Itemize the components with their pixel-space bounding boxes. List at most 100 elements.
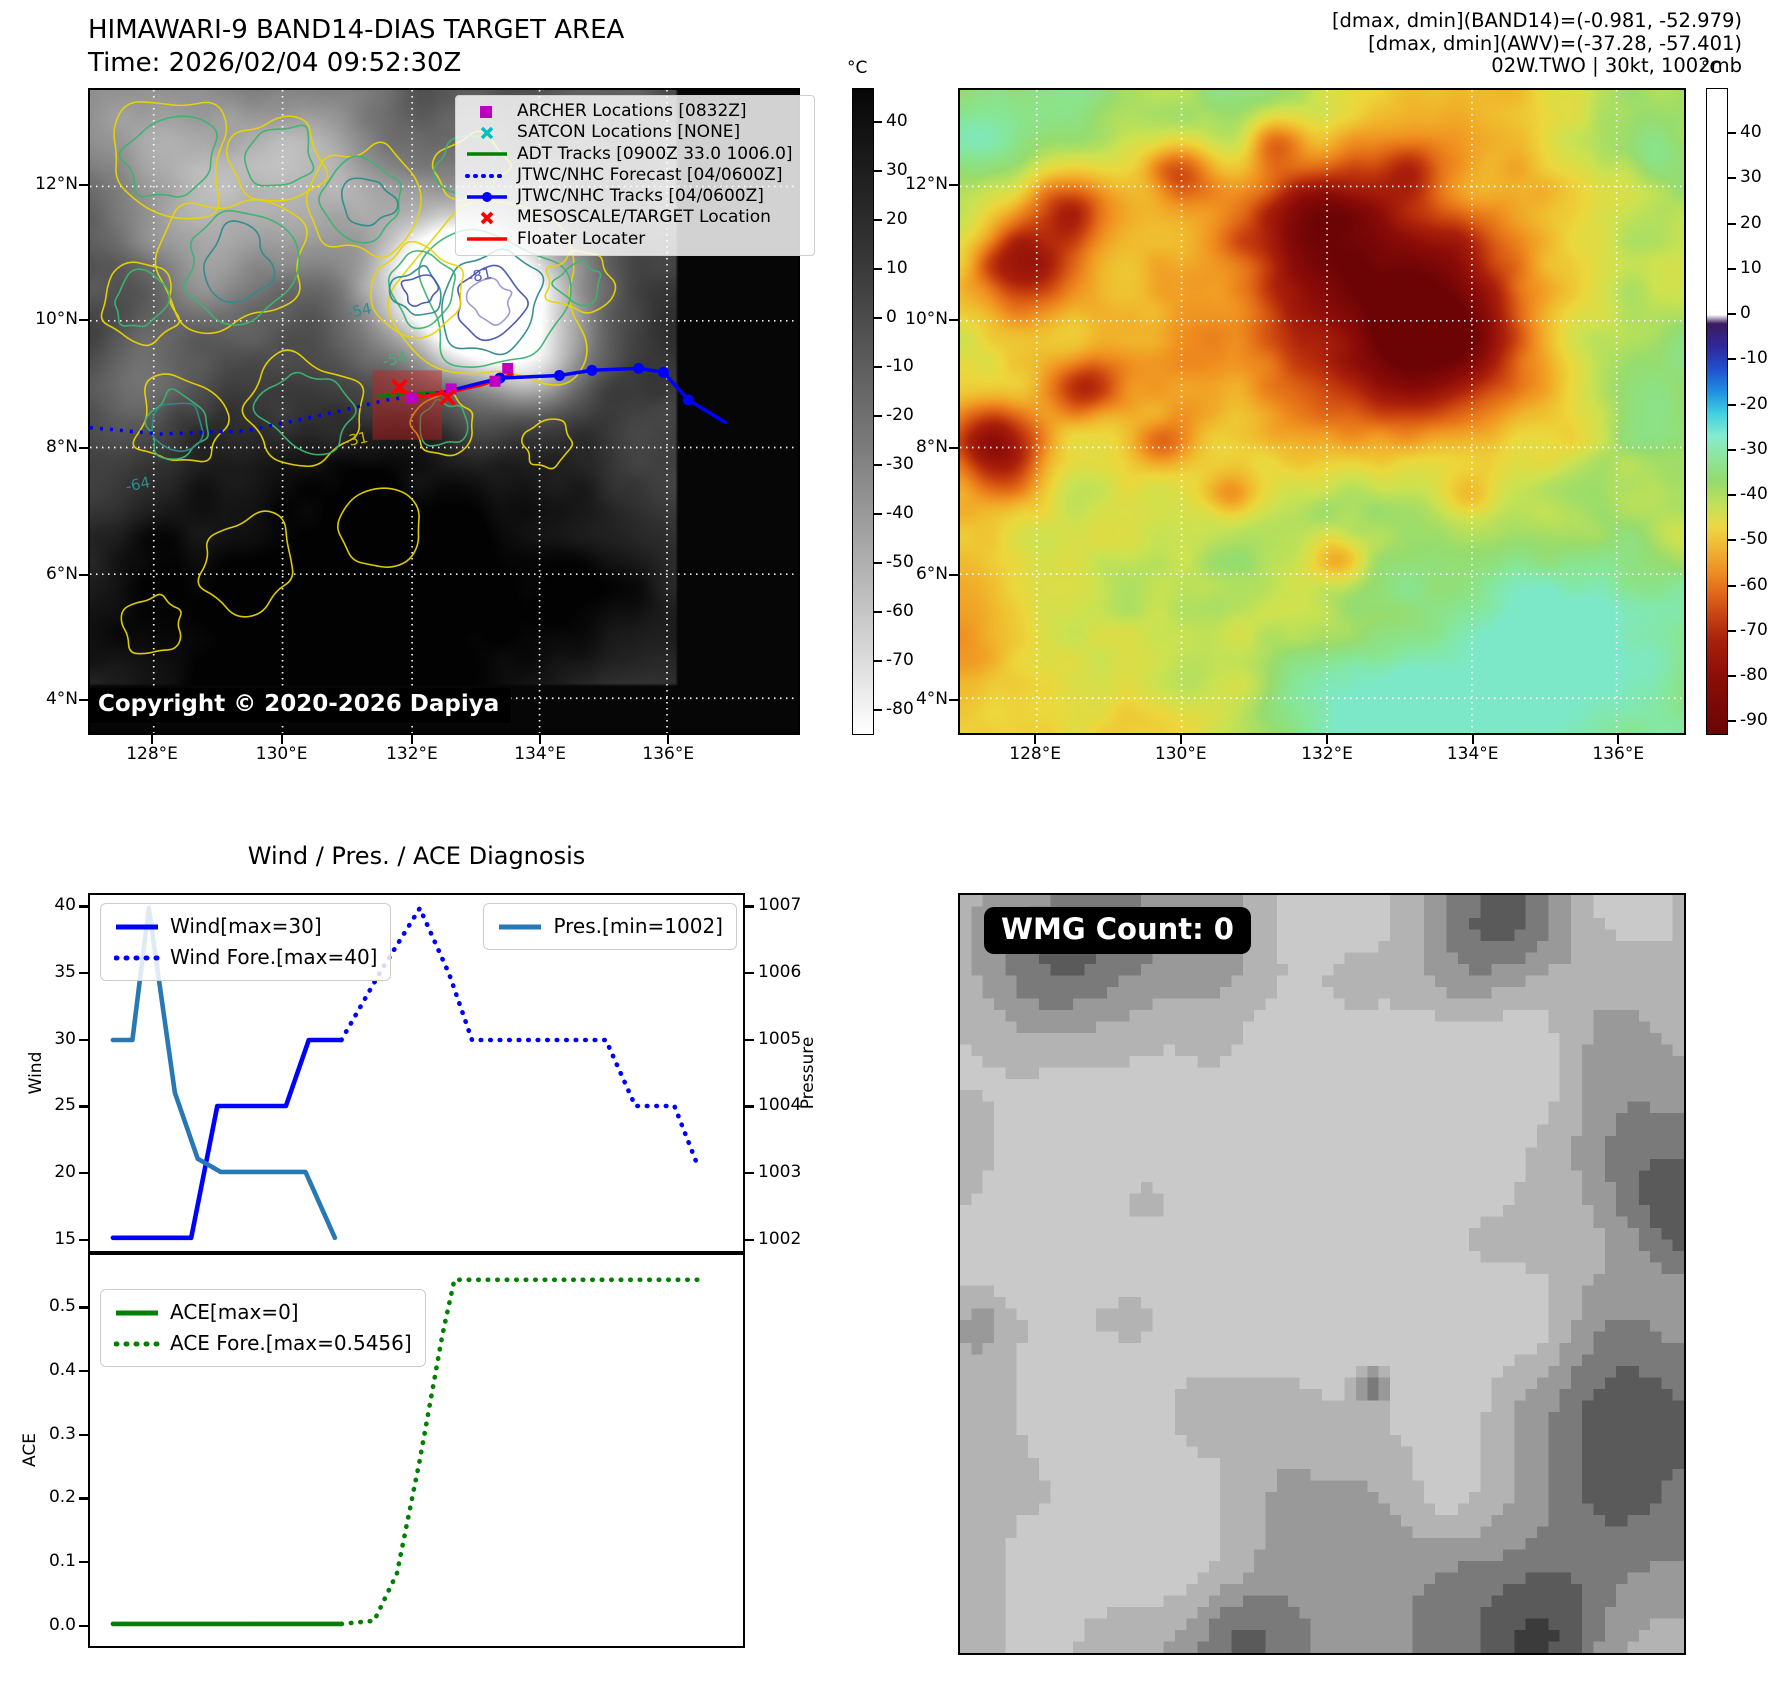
lon-tick-mark xyxy=(151,735,154,744)
colorbar-left-unit: °C xyxy=(847,58,868,78)
storm-id-intensity: 02W.TWO | 30kt, 1002mb xyxy=(1491,54,1742,77)
colorbar-tick-mark xyxy=(1728,177,1736,180)
jtwc-track-point xyxy=(633,362,645,374)
map-legend: ARCHER Locations [0832Z] SATCON Location… xyxy=(455,95,815,257)
legend-label: JTWC/NHC Tracks [04/0600Z] xyxy=(517,186,764,207)
jtwc-track-point xyxy=(682,394,694,406)
y2-tick-label: 1002 xyxy=(758,1228,802,1249)
ir-contour xyxy=(337,487,420,568)
ir-contour xyxy=(154,198,308,335)
dmax-dmin-band14: [dmax, dmin](BAND14)=(-0.981, -52.979) xyxy=(1331,9,1742,32)
lat-tick-mark xyxy=(79,319,88,322)
jtwc-track-point xyxy=(586,364,598,376)
colorbar-tick-label: -50 xyxy=(886,552,914,573)
colorbar-tick-label: -60 xyxy=(1740,574,1768,595)
ir-contour xyxy=(305,141,422,259)
archer-square-icon xyxy=(464,104,510,120)
lon-tick-label: 134°E xyxy=(514,744,566,764)
y-tick-mark xyxy=(79,1105,88,1108)
mesoscale-marker xyxy=(391,378,408,396)
ir-contour xyxy=(114,268,171,328)
legend-label: Wind[max=30] xyxy=(170,914,322,938)
y-tick-mark xyxy=(79,905,88,908)
ace-legend-item: ACE[max=0] xyxy=(114,1297,412,1328)
colorbar-tick-label: -80 xyxy=(886,699,914,720)
y2-tick-label: 1005 xyxy=(758,1028,802,1049)
colorbar-tick-label: -60 xyxy=(886,601,914,622)
colorbar-tick-label: -10 xyxy=(1740,348,1768,369)
lon-tick-mark xyxy=(410,735,413,744)
lon-tick-mark xyxy=(280,735,283,744)
jtwc-track-point xyxy=(553,369,565,381)
colorbar-tick-label: 10 xyxy=(1740,257,1762,278)
track-line-dot-icon xyxy=(464,190,510,204)
lat-tick-label: 4°N xyxy=(915,689,948,710)
wind-fore-dotted-icon xyxy=(114,953,160,963)
mesoscale-target-rect xyxy=(372,370,442,440)
ir-contour xyxy=(409,391,474,457)
colorbar-tick-mark xyxy=(1728,132,1736,135)
colorbar-tick-mark xyxy=(1728,267,1736,270)
colorbar-tick-label: -20 xyxy=(1740,393,1768,414)
ir-contour xyxy=(457,264,529,342)
legend-label: ADT Tracks [0900Z 33.0 1006.0] xyxy=(517,143,793,164)
legend-label: MESOSCALE/TARGET Location xyxy=(517,207,771,228)
colorbar-tick-mark xyxy=(874,464,882,467)
colorbar-tick-label: -10 xyxy=(886,356,914,377)
y2-tick-mark xyxy=(745,1105,754,1108)
ir-contour xyxy=(388,264,442,316)
ir-contour xyxy=(113,101,228,220)
contour-value-label: -54 xyxy=(346,299,374,322)
legend-label: JTWC/NHC Forecast [04/0600Z] xyxy=(517,164,783,185)
lon-tick-label: 130°E xyxy=(255,744,308,764)
series-Wind Fore.[max=40] xyxy=(339,905,701,1171)
y-tick-label: 25 xyxy=(54,1095,76,1116)
jtwc-track xyxy=(443,366,728,425)
legend-item-adt: ADT Tracks [0900Z 33.0 1006.0] xyxy=(464,144,806,165)
archer-marker xyxy=(405,392,417,404)
colorbar-tick-mark xyxy=(1728,448,1736,451)
lon-tick-mark xyxy=(1034,735,1037,744)
colorbar-tick-mark xyxy=(874,121,882,124)
lat-tick-label: 12°N xyxy=(35,174,78,195)
y-tick-label: 0.3 xyxy=(48,1423,76,1444)
awv-map-panel xyxy=(958,88,1686,735)
wmg-image xyxy=(960,895,1684,1653)
y-tick-label: 35 xyxy=(54,962,76,982)
ir-contour xyxy=(544,249,617,314)
y-tick-mark xyxy=(79,972,88,975)
lat-tick-mark xyxy=(79,699,88,702)
y-tick-mark xyxy=(79,1238,88,1242)
colorbar-tick-mark xyxy=(874,366,882,369)
lon-tick-label: 136°E xyxy=(1592,744,1645,764)
y-tick-mark xyxy=(79,1497,88,1500)
colorbar-tick-label: -20 xyxy=(886,405,914,426)
lat-tick-mark xyxy=(949,574,958,577)
colorbar-tick-mark xyxy=(1728,539,1736,542)
lon-tick-label: 128°E xyxy=(1009,744,1061,764)
colorbar-tick-label: -50 xyxy=(1740,529,1768,550)
ir-contour xyxy=(400,274,440,307)
wind-legend: Wind[max=30] Wind Fore.[max=40] xyxy=(100,903,392,981)
lon-tick-mark xyxy=(1617,735,1620,744)
lon-tick-mark xyxy=(539,735,542,744)
colorbar-tick-label: 0 xyxy=(1740,303,1751,324)
y-tick-label: 30 xyxy=(54,1028,76,1049)
colorbar-tick-label: 30 xyxy=(886,160,908,181)
lon-tick-mark xyxy=(667,735,670,744)
y-tick-label: 0.2 xyxy=(48,1487,76,1508)
y-tick-label: 0.0 xyxy=(48,1614,76,1635)
ir-contour xyxy=(418,228,572,369)
band14-map-panel: -54 -64 -81 -31 -54 ARCHER Locations [0832Z]… xyxy=(88,88,815,735)
lon-tick-label: 132°E xyxy=(386,744,438,764)
lon-tick-mark xyxy=(1326,735,1329,744)
copyright-label: Copyright © 2020-2026 Dapiya xyxy=(90,688,512,723)
legend-label: ARCHER Locations [0832Z] xyxy=(517,101,747,121)
y2-tick-mark xyxy=(745,1172,754,1175)
lat-tick-label: 6°N xyxy=(915,564,948,585)
colorbar-tick-label: -70 xyxy=(886,650,914,671)
colorbar-tick-mark xyxy=(874,709,882,712)
y2-tick-label: 1006 xyxy=(758,962,802,982)
colorbar-tick-label: 20 xyxy=(1740,212,1762,233)
lat-tick-label: 12°N xyxy=(905,174,948,195)
